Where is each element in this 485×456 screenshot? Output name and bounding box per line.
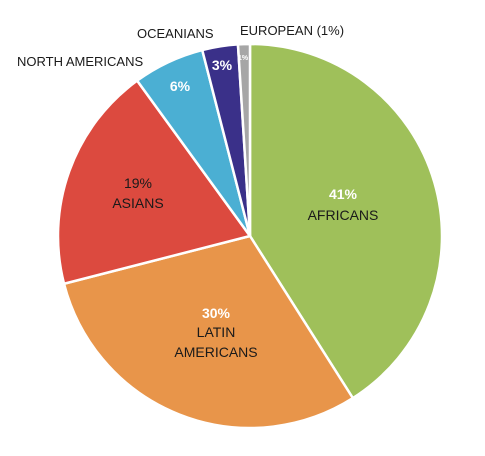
slice-label-africans: AFRICANS	[308, 207, 379, 223]
slice-label-latin-americans-line1: LATIN	[197, 324, 236, 340]
pie-slice-asians	[56, 79, 252, 285]
slice-label-north-americans: NORTH AMERICANS	[17, 54, 143, 69]
slice-label-asians: ASIANS	[112, 195, 163, 211]
slice-value-north-americans: 6%	[170, 78, 191, 94]
pie-slice-latin-americans	[62, 234, 355, 430]
slice-label-latin-americans-line2: AMERICANS	[174, 344, 257, 360]
slice-value-oceanians: 3%	[212, 57, 233, 73]
slice-label-oceanians: OCEANIANS	[137, 26, 214, 41]
slice-value-africans: 41%	[329, 186, 358, 202]
slice-value-asians: 19%	[124, 175, 152, 191]
slice-value-latin-americans: 30%	[202, 305, 231, 321]
pie-slice-european-1	[236, 42, 252, 238]
slice-value-european: 1%	[238, 55, 249, 62]
slice-label-european: EUROPEAN (1%)	[240, 23, 344, 38]
